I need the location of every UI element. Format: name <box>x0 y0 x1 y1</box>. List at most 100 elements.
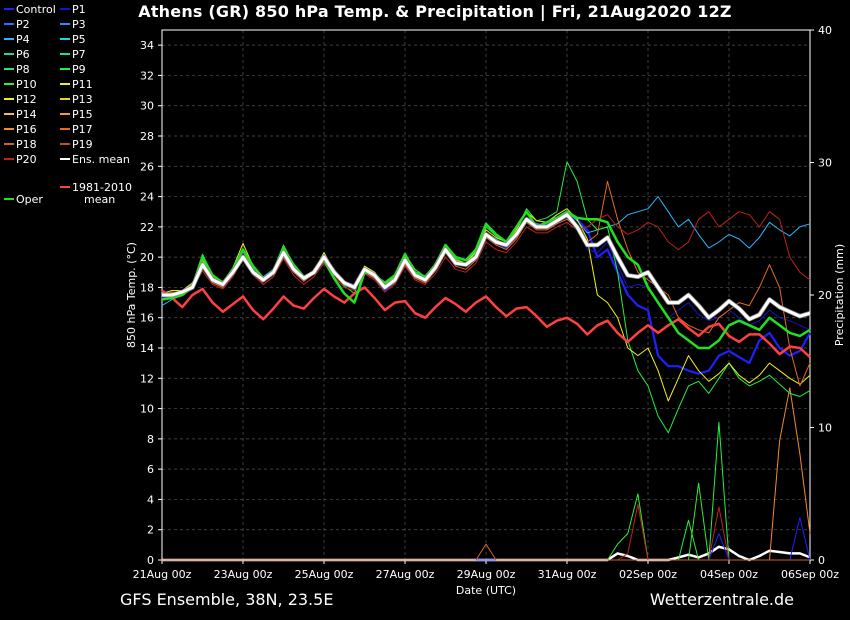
x-axis-label: Date (UTC) <box>456 584 516 597</box>
y-tick-label: 30 <box>140 100 154 113</box>
y2-tick-label: 0 <box>818 554 825 567</box>
legend-swatch <box>60 186 70 188</box>
legend-label: P17 <box>72 123 93 136</box>
y-tick-label: 14 <box>140 342 154 355</box>
temp-line-p20 <box>161 211 811 300</box>
precip-line-p18 <box>162 543 810 561</box>
legend-swatch <box>4 128 14 130</box>
legend-label: P15 <box>72 108 93 121</box>
legend-swatch <box>60 83 70 85</box>
legend-item-p17: P17 <box>60 124 93 136</box>
y-tick-label: 32 <box>140 69 154 82</box>
legend-label: P20 <box>16 153 37 166</box>
legend-label: Ens. mean <box>72 153 130 166</box>
legend-swatch <box>4 38 14 40</box>
y-tick-label: 20 <box>140 251 154 264</box>
legend-label: P6 <box>16 48 30 61</box>
y-tick-label: 34 <box>140 39 154 52</box>
y-tick-label: 24 <box>140 191 154 204</box>
legend-swatch <box>60 128 70 130</box>
legend-swatch <box>60 23 70 25</box>
y-tick-label: 8 <box>147 433 154 446</box>
legend-label: Oper <box>16 193 43 206</box>
x-tick-label: 31Aug 00z <box>538 568 597 581</box>
legend-item-p16: P16 <box>4 124 37 136</box>
legend-item-p9: P9 <box>60 64 86 76</box>
legend-label: P8 <box>16 63 30 76</box>
legend-swatch <box>4 83 14 85</box>
legend-swatch <box>4 68 14 70</box>
legend-item-p12: P12 <box>4 94 37 106</box>
legend-swatch <box>60 143 70 145</box>
legend-swatch <box>60 38 70 40</box>
legend-swatch <box>4 8 14 10</box>
legend-swatch <box>60 98 70 100</box>
legend-swatch <box>4 53 14 55</box>
legend-item-control: Control <box>4 4 56 16</box>
legend-label: P5 <box>72 33 86 46</box>
legend-label: P10 <box>16 78 37 91</box>
temp-line-ens-mean <box>162 213 811 321</box>
y-tick-label: 2 <box>147 524 154 537</box>
legend-item-1981-2010-mean: 1981-2010 mean <box>60 182 132 206</box>
x-tick-label: 21Aug 00z <box>133 568 192 581</box>
legend-swatch <box>60 68 70 70</box>
legend-item-p20: P20 <box>4 154 37 166</box>
y-tick-label: 22 <box>140 221 154 234</box>
legend-item-p15: P15 <box>60 109 93 121</box>
y-tick-label: 10 <box>140 403 154 416</box>
y-tick-label: 0 <box>147 554 154 567</box>
legend-label: P12 <box>16 93 37 106</box>
legend-label: P7 <box>72 48 86 61</box>
legend-swatch <box>4 158 14 160</box>
legend-item-ens-mean: Ens. mean <box>60 154 130 166</box>
legend-label: P14 <box>16 108 37 121</box>
legend-label: P18 <box>16 138 37 151</box>
legend-label: P19 <box>72 138 93 151</box>
legend-item-p19: P19 <box>60 139 93 151</box>
legend-label: P9 <box>72 63 86 76</box>
legend-item-p1: P1 <box>60 4 86 16</box>
legend-item-p13: P13 <box>60 94 93 106</box>
x-tick-label: 25Aug 00z <box>295 568 354 581</box>
y-axis-label: 850 hPa Temp. (°C) <box>125 242 138 348</box>
legend-item-p3: P3 <box>60 19 86 31</box>
y-tick-label: 16 <box>140 312 154 325</box>
y-tick-label: 12 <box>140 372 154 385</box>
chart-title: Athens (GR) 850 hPa Temp. & Precipitatio… <box>138 2 732 21</box>
legend-swatch <box>4 98 14 100</box>
y2-tick-label: 10 <box>818 422 832 435</box>
legend-swatch <box>60 113 70 115</box>
legend-label: P11 <box>72 78 93 91</box>
x-tick-label: 23Aug 00z <box>214 568 273 581</box>
y-tick-label: 26 <box>140 160 154 173</box>
legend-item-p2: P2 <box>4 19 30 31</box>
legend-swatch <box>4 143 14 145</box>
legend-item-p14: P14 <box>4 109 37 121</box>
model-location-label: GFS Ensemble, 38N, 23.5E <box>120 590 334 609</box>
legend-item-p6: P6 <box>4 49 30 61</box>
legend-label: 1981-2010 mean <box>72 181 132 206</box>
legend-label: P3 <box>72 18 86 31</box>
legend-label: P13 <box>72 93 93 106</box>
legend-item-p18: P18 <box>4 139 37 151</box>
legend-label: P1 <box>72 3 86 16</box>
y2-tick-label: 30 <box>818 157 832 170</box>
x-tick-label: 27Aug 00z <box>376 568 435 581</box>
legend-item-p11: P11 <box>60 79 93 91</box>
legend-item-p10: P10 <box>4 79 37 91</box>
y-tick-label: 6 <box>147 463 154 476</box>
temp-line-1981-2010-mean <box>161 286 811 359</box>
legend-swatch <box>60 158 70 160</box>
y2-tick-label: 20 <box>818 289 832 302</box>
x-tick-label: 04Sep 00z <box>700 568 758 581</box>
legend-swatch <box>4 23 14 25</box>
source-label: Wetterzentrale.de <box>649 590 794 609</box>
legend-item-p5: P5 <box>60 34 86 46</box>
legend-label: P2 <box>16 18 30 31</box>
legend-label: P4 <box>16 33 30 46</box>
legend-label: P16 <box>16 123 37 136</box>
legend-swatch <box>60 8 70 10</box>
y-tick-label: 28 <box>140 130 154 143</box>
